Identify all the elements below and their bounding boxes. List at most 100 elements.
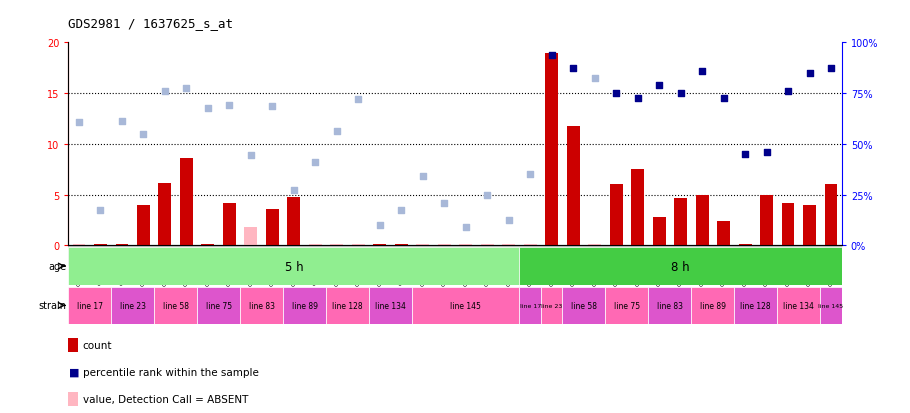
Bar — [223, 203, 236, 246]
Point — [351, 97, 366, 103]
Bar — [352, 245, 365, 246]
Point — [652, 83, 666, 89]
Text: count: count — [83, 340, 112, 350]
Point — [416, 173, 430, 180]
Point — [459, 224, 473, 231]
Text: line 89: line 89 — [291, 301, 318, 310]
Bar — [717, 221, 730, 246]
Bar — [824, 185, 837, 246]
Bar — [266, 209, 278, 246]
Point — [566, 65, 581, 72]
Point — [287, 187, 301, 193]
Text: line 83: line 83 — [248, 301, 275, 310]
Text: percentile rank within the sample: percentile rank within the sample — [83, 367, 258, 377]
Text: line 23: line 23 — [120, 301, 146, 310]
Bar — [695, 195, 709, 246]
Bar — [567, 126, 580, 246]
Bar — [562, 287, 605, 324]
Point — [738, 151, 753, 158]
Point — [609, 90, 623, 97]
Text: line 17: line 17 — [76, 301, 103, 310]
Text: line 83: line 83 — [657, 301, 682, 310]
Point — [587, 76, 602, 82]
Point — [824, 65, 838, 72]
Point — [781, 89, 795, 95]
Bar — [588, 245, 602, 246]
Text: GDS2981 / 1637625_s_at: GDS2981 / 1637625_s_at — [68, 17, 233, 29]
Point — [115, 118, 129, 125]
Bar — [412, 287, 520, 324]
Point — [759, 150, 774, 156]
Text: line 58: line 58 — [571, 301, 597, 310]
Text: line 58: line 58 — [163, 301, 188, 310]
Point — [244, 152, 258, 159]
Bar — [652, 217, 665, 246]
Bar — [308, 245, 322, 246]
Bar — [137, 205, 150, 246]
Point — [716, 96, 731, 102]
Bar — [68, 248, 520, 285]
Bar — [674, 198, 687, 246]
Text: 8 h: 8 h — [672, 260, 690, 273]
Bar — [68, 287, 111, 324]
Bar — [245, 228, 258, 246]
Point — [803, 70, 817, 77]
Text: line 134: line 134 — [784, 301, 814, 310]
Bar — [520, 287, 541, 324]
Text: line 134: line 134 — [375, 301, 406, 310]
Bar — [73, 245, 86, 246]
Point — [673, 90, 688, 97]
Bar — [777, 287, 820, 324]
Bar — [111, 287, 154, 324]
Text: 5 h: 5 h — [285, 260, 303, 273]
Bar — [605, 287, 648, 324]
Point — [222, 103, 237, 109]
Point — [157, 89, 172, 95]
Bar — [541, 287, 562, 324]
Text: line 145: line 145 — [450, 301, 481, 310]
Point — [72, 119, 86, 126]
Text: line 128: line 128 — [332, 301, 363, 310]
Bar — [416, 245, 430, 246]
Point — [695, 69, 710, 75]
Bar — [782, 203, 794, 246]
Point — [179, 85, 194, 92]
Point — [480, 192, 494, 198]
Point — [523, 172, 538, 178]
Bar — [197, 287, 240, 324]
Bar — [240, 287, 283, 324]
Bar — [502, 245, 515, 246]
Bar — [326, 287, 369, 324]
Point — [631, 96, 645, 102]
Point — [93, 207, 107, 214]
Bar — [632, 170, 644, 246]
Bar — [760, 195, 773, 246]
Bar — [438, 245, 450, 246]
Text: age: age — [48, 261, 66, 271]
Bar — [524, 245, 537, 246]
Bar — [283, 287, 326, 324]
Text: line 23: line 23 — [541, 303, 562, 308]
Text: line 128: line 128 — [741, 301, 771, 310]
Text: line 89: line 89 — [700, 301, 726, 310]
Bar — [94, 245, 107, 246]
Bar — [734, 287, 777, 324]
Bar — [180, 159, 193, 246]
Text: value, Detection Call = ABSENT: value, Detection Call = ABSENT — [83, 394, 248, 404]
Bar — [692, 287, 734, 324]
Bar — [820, 287, 842, 324]
Point — [501, 217, 516, 224]
Text: line 145: line 145 — [818, 303, 844, 308]
Text: ■: ■ — [69, 366, 80, 376]
Bar — [739, 245, 752, 246]
Point — [437, 200, 451, 206]
Point — [329, 128, 344, 135]
Bar — [154, 287, 197, 324]
Point — [136, 131, 151, 138]
Bar — [545, 53, 558, 246]
Bar — [330, 245, 343, 246]
Bar — [158, 184, 171, 246]
Bar — [648, 287, 692, 324]
Text: line 75: line 75 — [206, 301, 232, 310]
Point — [308, 159, 323, 166]
